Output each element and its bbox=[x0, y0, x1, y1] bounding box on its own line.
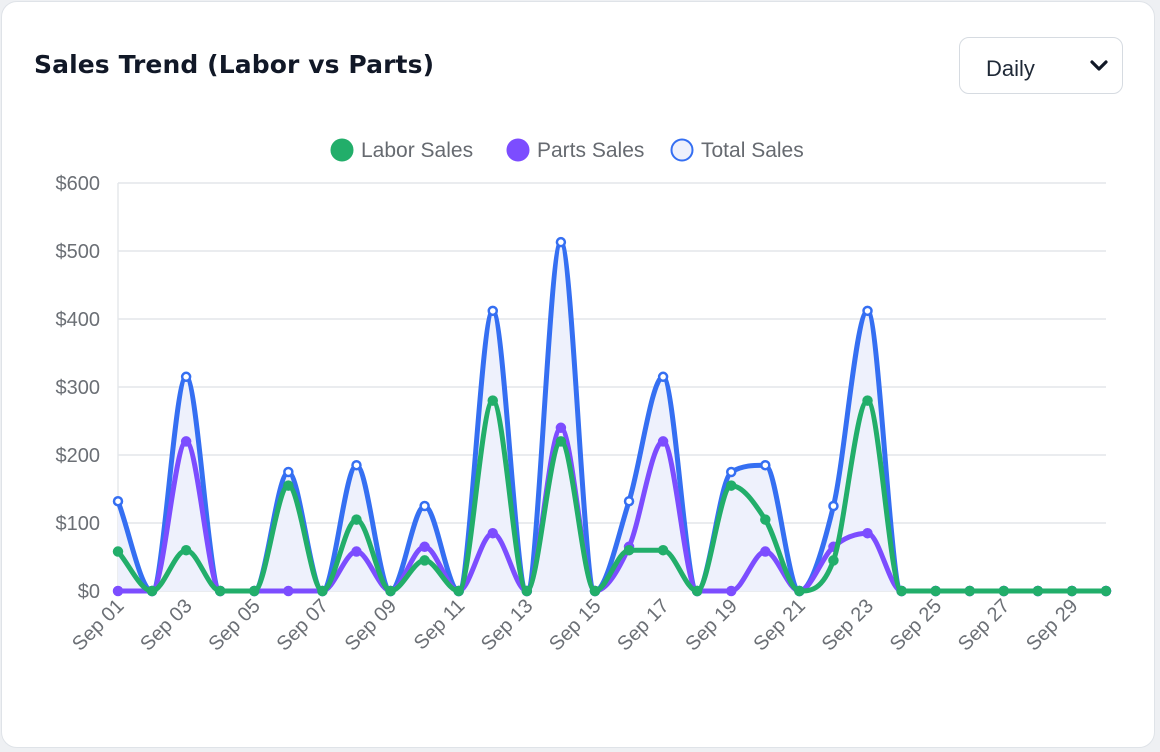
total-sales-line bbox=[115, 239, 1109, 594]
legend-swatch bbox=[506, 138, 530, 162]
x-tick-label: Sep 07 bbox=[273, 595, 333, 655]
x-tick-label: Sep 13 bbox=[477, 595, 537, 655]
labor-sales-point bbox=[1066, 585, 1078, 597]
labor-sales-point bbox=[555, 436, 567, 447]
x-tick-label: Sep 19 bbox=[681, 595, 741, 655]
labor-sales-point bbox=[487, 395, 499, 406]
total-sales-area bbox=[118, 242, 1106, 591]
labor-sales-point bbox=[657, 544, 669, 556]
labor-sales-point bbox=[964, 585, 975, 597]
labor-sales-point bbox=[419, 555, 430, 566]
parts-sales-point bbox=[555, 422, 567, 434]
labor-sales-point bbox=[249, 585, 260, 597]
total-sales-point bbox=[283, 466, 294, 478]
total-sales-point bbox=[419, 500, 430, 512]
parts-sales-point bbox=[725, 585, 737, 597]
parts-sales-point bbox=[351, 546, 362, 557]
labor-sales-point bbox=[760, 514, 771, 525]
y-tick-label: $400 bbox=[56, 309, 101, 331]
y-tick-label: $0 bbox=[78, 581, 100, 603]
labor-sales-point bbox=[180, 544, 192, 556]
labor-sales-point bbox=[146, 585, 158, 597]
total-sales-point bbox=[657, 371, 669, 383]
legend-swatch bbox=[330, 138, 354, 162]
legend-item-total-sales[interactable]: Total Sales bbox=[670, 138, 804, 162]
total-sales-point bbox=[351, 459, 362, 471]
labor-sales-point bbox=[623, 544, 635, 556]
labor-sales-point bbox=[1032, 585, 1044, 597]
parts-sales-point bbox=[657, 436, 669, 447]
y-tick-label: $200 bbox=[56, 445, 101, 467]
period-select[interactable]: Daily bbox=[959, 37, 1123, 94]
labor-sales-point bbox=[930, 585, 941, 597]
labor-sales-point bbox=[896, 585, 907, 597]
parts-sales-point bbox=[862, 527, 873, 539]
labor-sales-point bbox=[794, 585, 805, 597]
parts-sales-point bbox=[487, 527, 499, 539]
x-tick-label: Sep 27 bbox=[954, 595, 1014, 655]
total-sales-point bbox=[623, 495, 635, 507]
labor-sales-point bbox=[351, 514, 362, 525]
labor-sales-point bbox=[521, 585, 533, 597]
labor-sales-point bbox=[862, 395, 873, 406]
parts-sales-point bbox=[180, 436, 192, 447]
chevron-down-icon bbox=[1090, 60, 1108, 71]
x-tick-label: Sep 05 bbox=[204, 595, 264, 655]
labor-sales-point bbox=[998, 585, 1010, 597]
x-tick-label: Sep 17 bbox=[613, 595, 673, 655]
x-tick-label: Sep 03 bbox=[136, 595, 196, 655]
total-sales-point bbox=[112, 495, 124, 507]
labor-sales-point bbox=[283, 480, 294, 491]
x-tick-label: Sep 25 bbox=[886, 595, 946, 655]
total-sales-point bbox=[760, 459, 771, 471]
y-tick-label: $500 bbox=[56, 241, 101, 263]
parts-sales-point bbox=[760, 546, 771, 557]
x-tick-label: Sep 01 bbox=[68, 595, 128, 655]
y-tick-label: $600 bbox=[56, 173, 101, 195]
total-sales-point bbox=[180, 371, 192, 383]
labor-sales-point bbox=[828, 555, 839, 566]
x-tick-label: Sep 21 bbox=[750, 595, 810, 655]
labor-sales-point bbox=[317, 585, 328, 597]
labor-sales-point bbox=[725, 480, 737, 491]
y-tick-label: $300 bbox=[56, 377, 101, 399]
labor-sales-point bbox=[453, 585, 464, 597]
x-tick-label: Sep 15 bbox=[545, 595, 605, 655]
legend-item-labor-sales[interactable]: Labor Sales bbox=[330, 138, 474, 162]
total-sales-point bbox=[862, 305, 873, 317]
legend-swatch bbox=[670, 138, 694, 162]
y-tick-label: $100 bbox=[56, 513, 101, 535]
legend-item-parts-sales[interactable]: Parts Sales bbox=[506, 138, 645, 162]
parts-sales-point bbox=[112, 585, 124, 597]
total-sales-point bbox=[555, 236, 567, 248]
period-select-value: Daily bbox=[986, 56, 1035, 81]
parts-sales-point bbox=[419, 541, 430, 553]
total-sales-point bbox=[725, 466, 737, 478]
legend-label: Labor Sales bbox=[361, 139, 473, 162]
labor-sales-point bbox=[385, 585, 396, 597]
parts-sales-point bbox=[283, 585, 294, 597]
x-tick-label: Sep 23 bbox=[818, 595, 878, 655]
total-sales-point bbox=[828, 500, 839, 512]
labor-sales-point bbox=[1100, 585, 1112, 597]
labor-sales-point bbox=[112, 546, 124, 557]
x-tick-label: Sep 29 bbox=[1022, 595, 1082, 655]
labor-sales-point bbox=[214, 585, 226, 597]
legend-label: Parts Sales bbox=[537, 139, 644, 162]
x-tick-label: Sep 11 bbox=[410, 595, 469, 654]
labor-sales-point bbox=[691, 585, 703, 597]
labor-sales-point bbox=[589, 585, 601, 597]
card-title: Sales Trend (Labor vs Parts) bbox=[34, 50, 435, 79]
x-tick-label: Sep 09 bbox=[341, 595, 401, 655]
legend-label: Total Sales bbox=[701, 139, 804, 162]
total-sales-point bbox=[487, 305, 499, 317]
